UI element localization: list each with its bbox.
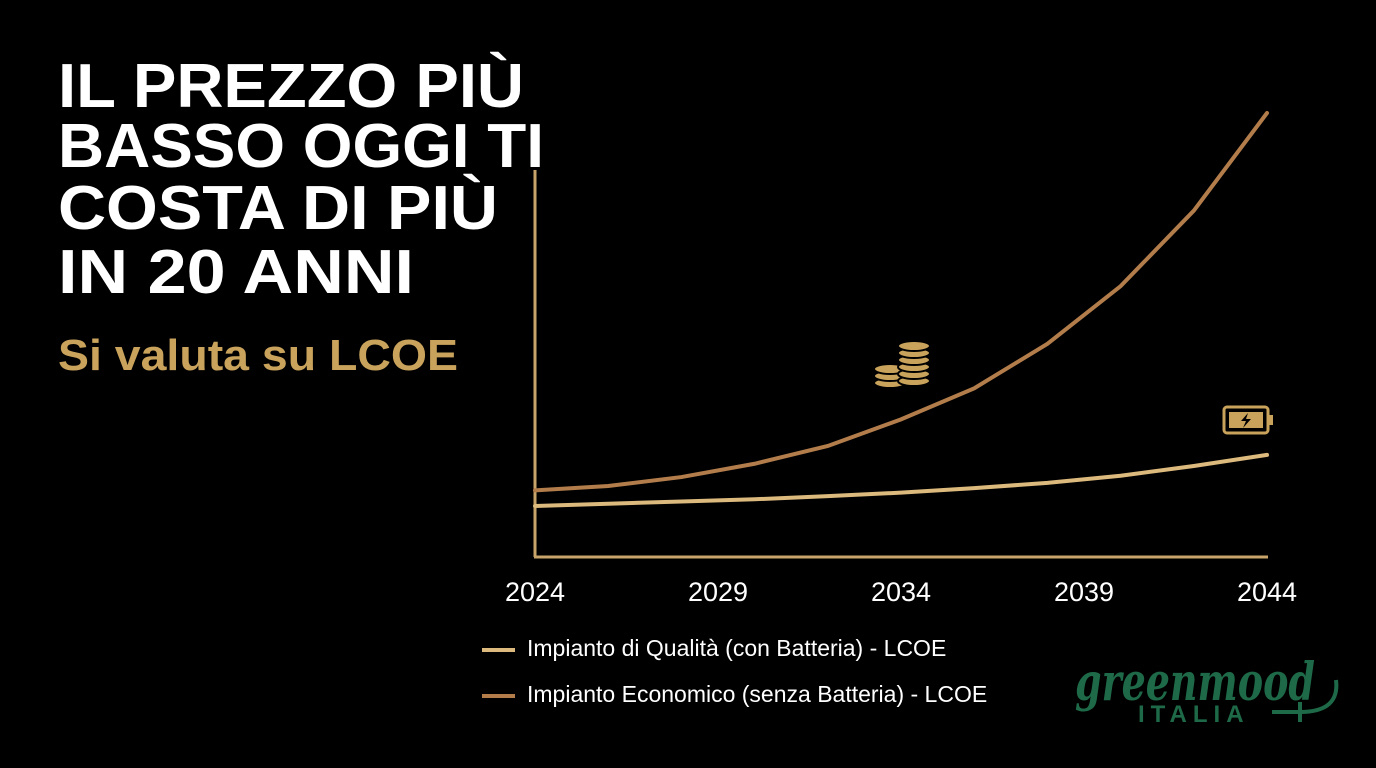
series-line: [533, 111, 1269, 493]
logo-plug: [1272, 679, 1339, 722]
x-tick-label: 2044: [1237, 577, 1297, 607]
x-tick-label: 2039: [1054, 577, 1114, 607]
coins-icon: [873, 340, 931, 389]
x-tick-label: 2024: [505, 577, 565, 607]
subtitle: Si valuta su LCOE: [58, 331, 458, 380]
x-tick-label: 2034: [871, 577, 931, 607]
series-line: [533, 452, 1269, 508]
title-line: COSTA DI PIÙ: [58, 174, 498, 243]
legend-label: Impianto Economico (senza Batteria) - LC…: [527, 681, 987, 707]
title-line: IN 20 ANNI: [58, 238, 414, 307]
logo-name: greenmood: [1075, 652, 1315, 713]
title-line: IL PREZZO PIÙ: [58, 52, 524, 121]
battery-icon: [1222, 405, 1273, 435]
logo-sub: ITALIA: [1138, 701, 1250, 728]
legend-label: Impianto di Qualità (con Batteria) - LCO…: [527, 635, 946, 661]
title-line: BASSO OGGI TI: [58, 112, 544, 181]
x-tick-label: 2029: [688, 577, 748, 607]
